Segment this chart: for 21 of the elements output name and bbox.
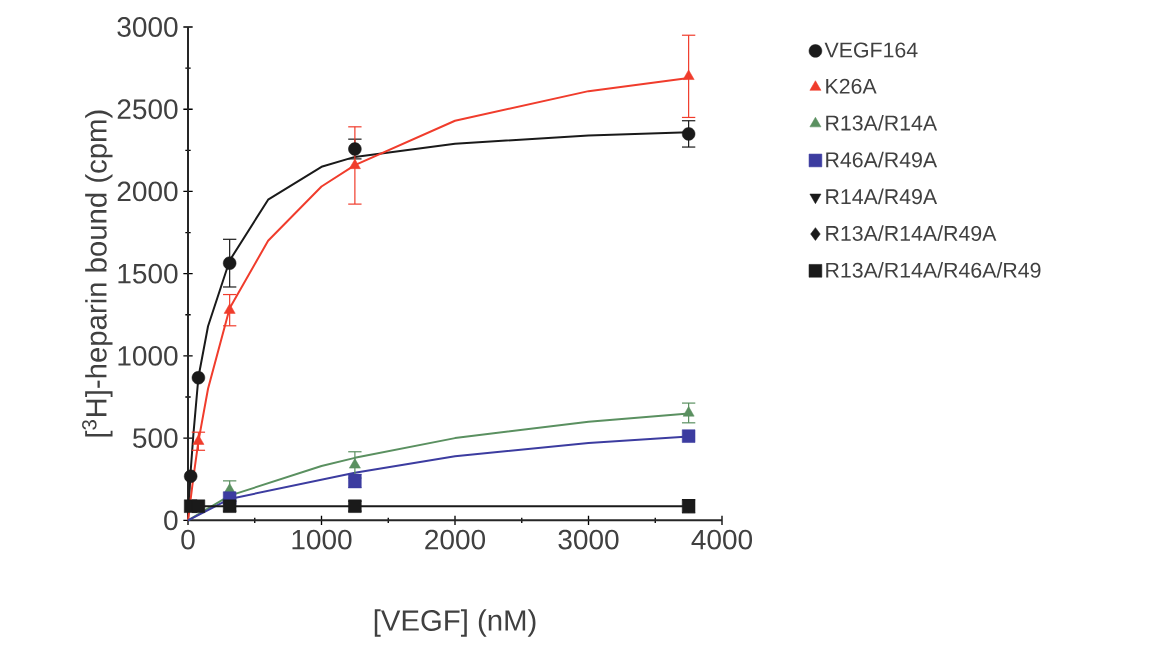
legend-label: K26A xyxy=(826,78,877,94)
legend-label: R13A/R14A xyxy=(826,114,938,131)
y-tick-label: 3000 xyxy=(117,17,178,37)
y-axis-title: [$^{3}$H]-heparin bound (cpm) xyxy=(82,110,113,437)
y-tick-label: 2500 xyxy=(117,99,178,120)
legend-label: R46A/R49A xyxy=(826,151,938,168)
legend-label: R13A/R14A/R46A/R49 xyxy=(826,262,1041,278)
x-tick-label: 4000 xyxy=(691,529,753,550)
y-tick-label: 2000 xyxy=(117,181,178,202)
x-tick-label: 0 xyxy=(181,529,195,550)
x-tick-label: 2000 xyxy=(425,529,486,550)
x-tick-label: 3000 xyxy=(558,529,619,550)
legend-label: R13A/R14A/R49A xyxy=(826,225,997,241)
y-tick-label: 0 xyxy=(164,510,178,531)
legend-label: R14A/R49A xyxy=(826,188,938,205)
x-tick-label: 1000 xyxy=(292,529,352,550)
y-tick-label: 500 xyxy=(133,428,178,449)
legend-label: VEGF164 xyxy=(824,42,918,58)
y-tick-label: 1000 xyxy=(118,345,178,366)
y-tick-label: 1500 xyxy=(118,263,178,284)
x-axis-title: [VEGF] (nM) xyxy=(374,609,536,637)
